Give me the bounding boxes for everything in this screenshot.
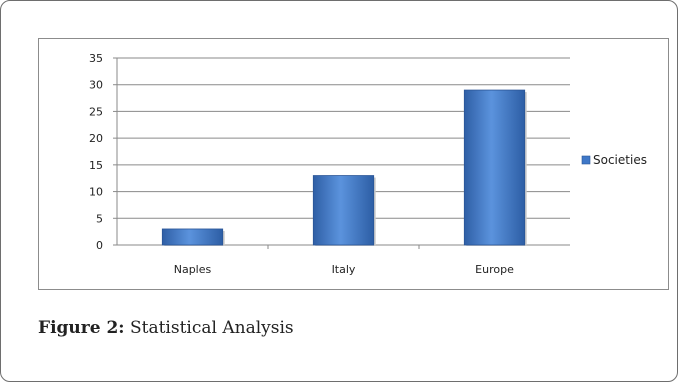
bar-italy <box>312 175 375 246</box>
y-tick-label: 25 <box>89 105 103 118</box>
y-tick-label: 30 <box>89 79 103 92</box>
y-tick-label: 20 <box>89 132 103 145</box>
y-tick-label: 0 <box>96 239 103 252</box>
figure-label: Figure 2: <box>38 318 125 338</box>
figure-caption: Figure 2: Statistical Analysis <box>38 318 294 338</box>
chart-area <box>38 38 669 290</box>
bars <box>161 89 527 246</box>
y-tick-label: 10 <box>89 186 103 199</box>
legend-label: Societies <box>593 153 647 167</box>
figure-title: Statistical Analysis <box>124 318 294 338</box>
y-tick-label: 35 <box>89 52 103 65</box>
bar-naples <box>161 228 224 246</box>
bar-europe <box>463 89 526 246</box>
x-tick-label: Europe <box>475 263 514 276</box>
legend-swatch <box>581 155 591 165</box>
x-tick-label: Italy <box>332 263 356 276</box>
y-tick-label: 15 <box>89 159 103 172</box>
x-tick-label: Naples <box>174 263 212 276</box>
y-tick-label: 5 <box>96 212 103 225</box>
tick-labels: 0 5 10 15 20 25 30 35 Naples Italy Europe <box>89 52 514 276</box>
legend: Societies <box>581 153 647 167</box>
